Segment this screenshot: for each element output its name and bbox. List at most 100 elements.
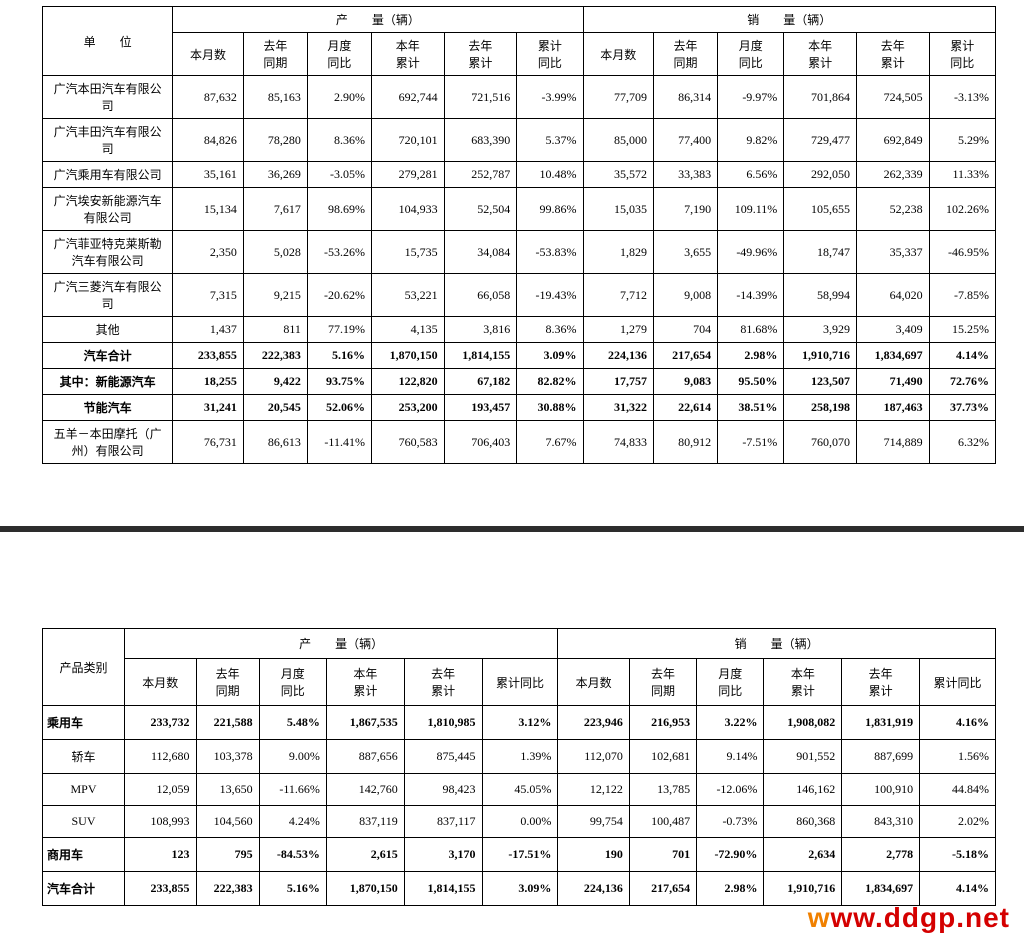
col-group-sales: 销 量（辆）: [558, 629, 996, 659]
cell-value: -53.83%: [517, 231, 583, 274]
cell-value: 7.67%: [517, 421, 583, 464]
col-sub: 月度同比: [697, 659, 764, 706]
cell-value: 720,101: [371, 119, 444, 162]
production-sales-by-company-table: 单 位产 量（辆）销 量（辆）本月数去年同期月度同比本年累计去年累计累计同比本月…: [42, 6, 996, 464]
col-sub: 本月数: [173, 33, 244, 76]
cell-unit: 汽车合计: [43, 872, 125, 906]
cell-value: 3.09%: [482, 872, 558, 906]
cell-unit: SUV: [43, 806, 125, 838]
cell-value: 81.68%: [718, 317, 784, 343]
cell-value: 6.56%: [718, 162, 784, 188]
cell-value: 105,655: [784, 188, 857, 231]
cell-value: 98.69%: [307, 188, 371, 231]
cell-value: 683,390: [444, 119, 517, 162]
cell-value: 93.75%: [307, 369, 371, 395]
table-row: 汽车合计233,855222,3835.16%1,870,1501,814,15…: [43, 872, 996, 906]
cell-value: 3,170: [404, 838, 482, 872]
cell-value: 0.00%: [482, 806, 558, 838]
cell-value: 1,437: [173, 317, 244, 343]
cell-value: 98,423: [404, 774, 482, 806]
cell-unit: 节能汽车: [43, 395, 173, 421]
cell-value: 843,310: [842, 806, 920, 838]
cell-value: 67,182: [444, 369, 517, 395]
section-divider: [0, 526, 1024, 532]
cell-value: 721,516: [444, 76, 517, 119]
col-sub: 累计同比: [517, 33, 583, 76]
cell-value: 1,910,716: [784, 343, 857, 369]
table-row: 汽车合计233,855222,3835.16%1,870,1501,814,15…: [43, 343, 996, 369]
cell-value: 258,198: [784, 395, 857, 421]
cell-value: 2.02%: [920, 806, 996, 838]
cell-value: 1.39%: [482, 740, 558, 774]
cell-value: 9,083: [654, 369, 718, 395]
col-sub: 去年累计: [856, 33, 929, 76]
cell-value: 104,560: [196, 806, 259, 838]
cell-value: 795: [196, 838, 259, 872]
cell-value: 66,058: [444, 274, 517, 317]
col-sub: 本年累计: [784, 33, 857, 76]
cell-value: 193,457: [444, 395, 517, 421]
cell-value: 692,849: [856, 119, 929, 162]
cell-unit: 其中：新能源汽车: [43, 369, 173, 395]
cell-value: -19.43%: [517, 274, 583, 317]
cell-value: 875,445: [404, 740, 482, 774]
cell-value: 1,870,150: [371, 343, 444, 369]
cell-value: -53.26%: [307, 231, 371, 274]
cell-value: 692,744: [371, 76, 444, 119]
cell-value: 2.98%: [697, 872, 764, 906]
cell-value: 22,614: [654, 395, 718, 421]
cell-value: 82.82%: [517, 369, 583, 395]
cell-value: -5.18%: [920, 838, 996, 872]
col-sub: 本月数: [558, 659, 630, 706]
col-unit: 单 位: [43, 7, 173, 76]
cell-value: -11.41%: [307, 421, 371, 464]
cell-value: 2,350: [173, 231, 244, 274]
table-row: 广汽三菱汽车有限公司7,3159,215-20.62%53,22166,058-…: [43, 274, 996, 317]
cell-value: 53,221: [371, 274, 444, 317]
cell-value: 887,699: [842, 740, 920, 774]
cell-value: 3,655: [654, 231, 718, 274]
cell-value: -84.53%: [259, 838, 326, 872]
cell-value: 1,910,716: [764, 872, 842, 906]
cell-value: 52,504: [444, 188, 517, 231]
cell-value: 1.56%: [920, 740, 996, 774]
cell-unit: 广汽本田汽车有限公司: [43, 76, 173, 119]
cell-value: 252,787: [444, 162, 517, 188]
cell-value: 10.48%: [517, 162, 583, 188]
cell-value: 38.51%: [718, 395, 784, 421]
cell-value: 86,314: [654, 76, 718, 119]
cell-value: 701,864: [784, 76, 857, 119]
cell-value: 222,383: [243, 343, 307, 369]
cell-value: 5.29%: [929, 119, 995, 162]
cell-value: 12,122: [558, 774, 630, 806]
cell-value: 1,829: [583, 231, 654, 274]
cell-value: 233,855: [125, 872, 197, 906]
table-row: 广汽乘用车有限公司35,16136,269-3.05%279,281252,78…: [43, 162, 996, 188]
cell-value: -9.97%: [718, 76, 784, 119]
col-sub: 去年累计: [404, 659, 482, 706]
cell-value: 77,400: [654, 119, 718, 162]
cell-value: 11.33%: [929, 162, 995, 188]
cell-value: 102,681: [629, 740, 696, 774]
cell-value: -46.95%: [929, 231, 995, 274]
cell-value: 190: [558, 838, 630, 872]
cell-value: 64,020: [856, 274, 929, 317]
cell-value: 216,953: [629, 706, 696, 740]
table-row: 广汽埃安新能源汽车有限公司15,1347,61798.69%104,93352,…: [43, 188, 996, 231]
cell-value: 5.16%: [259, 872, 326, 906]
cell-value: 103,378: [196, 740, 259, 774]
cell-value: 123: [125, 838, 197, 872]
cell-value: 33,383: [654, 162, 718, 188]
cell-value: 44.84%: [920, 774, 996, 806]
col-sub: 本年累计: [371, 33, 444, 76]
col-sub: 本月数: [125, 659, 197, 706]
cell-unit: 广汽埃安新能源汽车有限公司: [43, 188, 173, 231]
cell-value: 35,572: [583, 162, 654, 188]
cell-value: 36,269: [243, 162, 307, 188]
cell-value: 706,403: [444, 421, 517, 464]
col-sub: 去年同期: [243, 33, 307, 76]
cell-value: 4.14%: [929, 343, 995, 369]
cell-value: 279,281: [371, 162, 444, 188]
cell-value: 77,709: [583, 76, 654, 119]
cell-value: 77.19%: [307, 317, 371, 343]
